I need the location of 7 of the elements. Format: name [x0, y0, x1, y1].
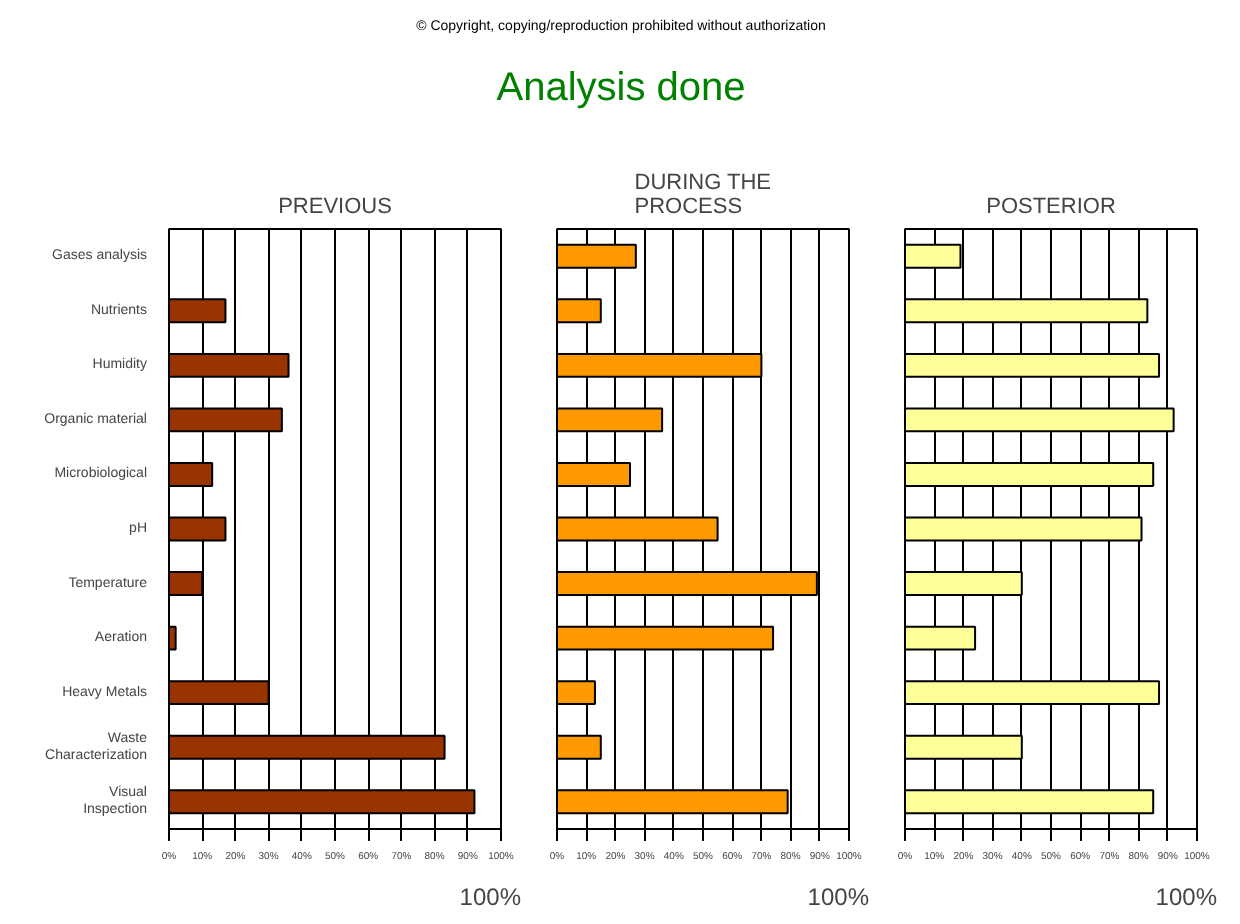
chart-title: DURING THE PROCESS — [634, 171, 772, 219]
text: 100% — [807, 883, 870, 911]
text: Analysis done — [496, 65, 746, 110]
text: 100% — [1155, 883, 1218, 911]
chart-title: PREVIOUS — [278, 195, 392, 219]
chart-title: POSTERIOR — [986, 195, 1116, 219]
text: 100% — [459, 883, 522, 911]
